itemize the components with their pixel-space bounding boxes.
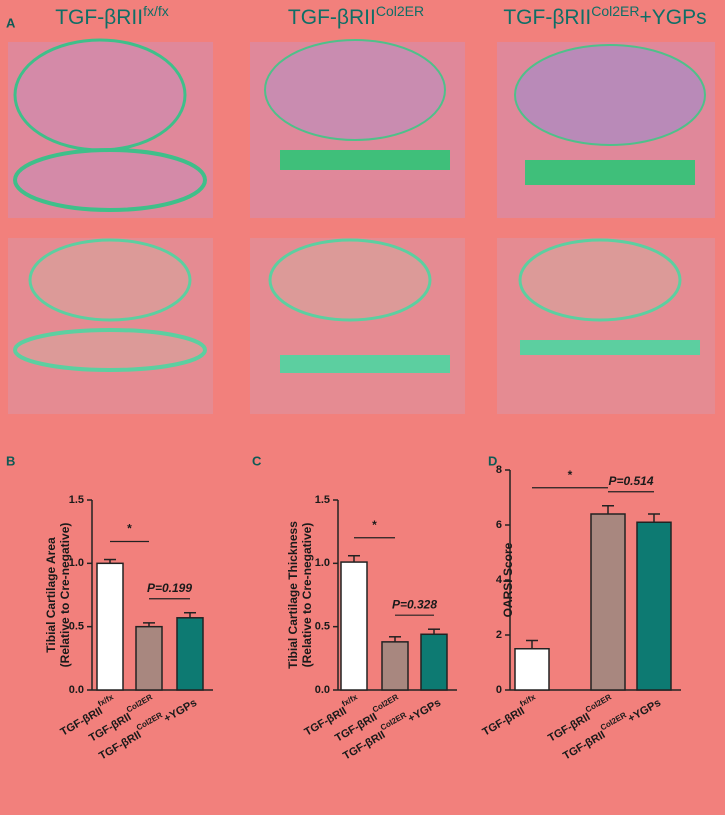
bar (636, 521, 672, 691)
bar (381, 641, 409, 691)
bar (135, 625, 163, 691)
histology-images (8, 38, 715, 414)
image (497, 238, 715, 414)
image (250, 238, 465, 414)
label-base: TGF-βRII (55, 6, 143, 29)
image (250, 39, 465, 218)
y-tick-label: 1.5 (69, 494, 84, 506)
label-sup: Col2ER (379, 710, 408, 732)
label-after: +YGPs (640, 6, 707, 29)
y-tick-label: 1.5 (315, 494, 330, 506)
bar (176, 617, 204, 691)
label-sup: Col2ER (584, 692, 613, 714)
significance-label: * (372, 518, 377, 532)
label-sup: Col2ER (135, 710, 164, 732)
y-axis-label: Tibial Cartilage Thickness (286, 521, 300, 669)
y-axis-label: Tibial Cartilage Area (44, 537, 58, 653)
y-tick-label: 0.5 (315, 621, 330, 633)
x-tick-label: TGF-βRIIfx/fx (478, 692, 541, 738)
label-sup: Col2ER (599, 710, 628, 732)
bar (340, 561, 368, 691)
label-base: TGF-βRII (503, 6, 591, 29)
y-tick-label: 8 (496, 464, 502, 476)
image (8, 238, 213, 414)
label-sup: Col2ER (371, 692, 400, 714)
label-sup: fx/fx (340, 692, 359, 708)
y-tick-label: 4 (496, 574, 503, 586)
bar (514, 648, 550, 691)
label-sup: fx/fx (518, 692, 537, 708)
panel-label: B (6, 453, 15, 468)
y-tick-label: 0.0 (69, 684, 84, 696)
y-tick-label: 6 (496, 519, 502, 531)
label-after: +YGPs (162, 697, 199, 725)
label-sup: Col2ER (125, 692, 154, 714)
bar (420, 633, 448, 691)
x-tick-label: TGF-βRIICol2ER (544, 692, 617, 744)
y-tick-label: 1.0 (69, 557, 84, 569)
panel-label: C (252, 453, 262, 468)
panel-label: A (6, 15, 16, 30)
label-sup: Col2ER (376, 3, 424, 19)
y-tick-label: 1.0 (315, 557, 330, 569)
y-tick-label: 0.5 (69, 621, 84, 633)
column-header: TGF-βRIIfx/fx (55, 3, 169, 29)
column-header: TGF-βRIICol2ER (288, 3, 424, 29)
y-tick-label: 2 (496, 629, 502, 641)
label-after: +YGPs (626, 697, 663, 725)
y-axis-label: (Relative to Cre-negative) (300, 523, 314, 668)
label-after: +YGPs (406, 697, 443, 725)
bar (590, 513, 626, 691)
y-tick-label: 0 (496, 684, 502, 696)
significance-label: * (568, 468, 573, 482)
image (497, 42, 715, 218)
label-base: TGF-βRII (288, 6, 376, 29)
significance-label: * (127, 522, 132, 536)
significance-label: P=0.514 (608, 474, 653, 488)
image (8, 38, 213, 218)
significance-label: P=0.328 (392, 597, 437, 611)
column-header: TGF-βRIICol2ER+YGPs (503, 3, 706, 29)
significance-label: P=0.199 (147, 581, 192, 595)
y-axis-label: (Relative to Cre-negative) (58, 523, 72, 668)
label-base: TGF-βRII (480, 705, 526, 739)
panel-label: D (488, 453, 497, 468)
bar (96, 562, 124, 691)
y-tick-label: 0.0 (315, 684, 330, 696)
label-sup: Col2ER (591, 3, 639, 19)
y-axis-label: OARSI Score (501, 542, 515, 617)
label-sup: fx/fx (96, 692, 115, 708)
label-sup: fx/fx (143, 3, 169, 19)
